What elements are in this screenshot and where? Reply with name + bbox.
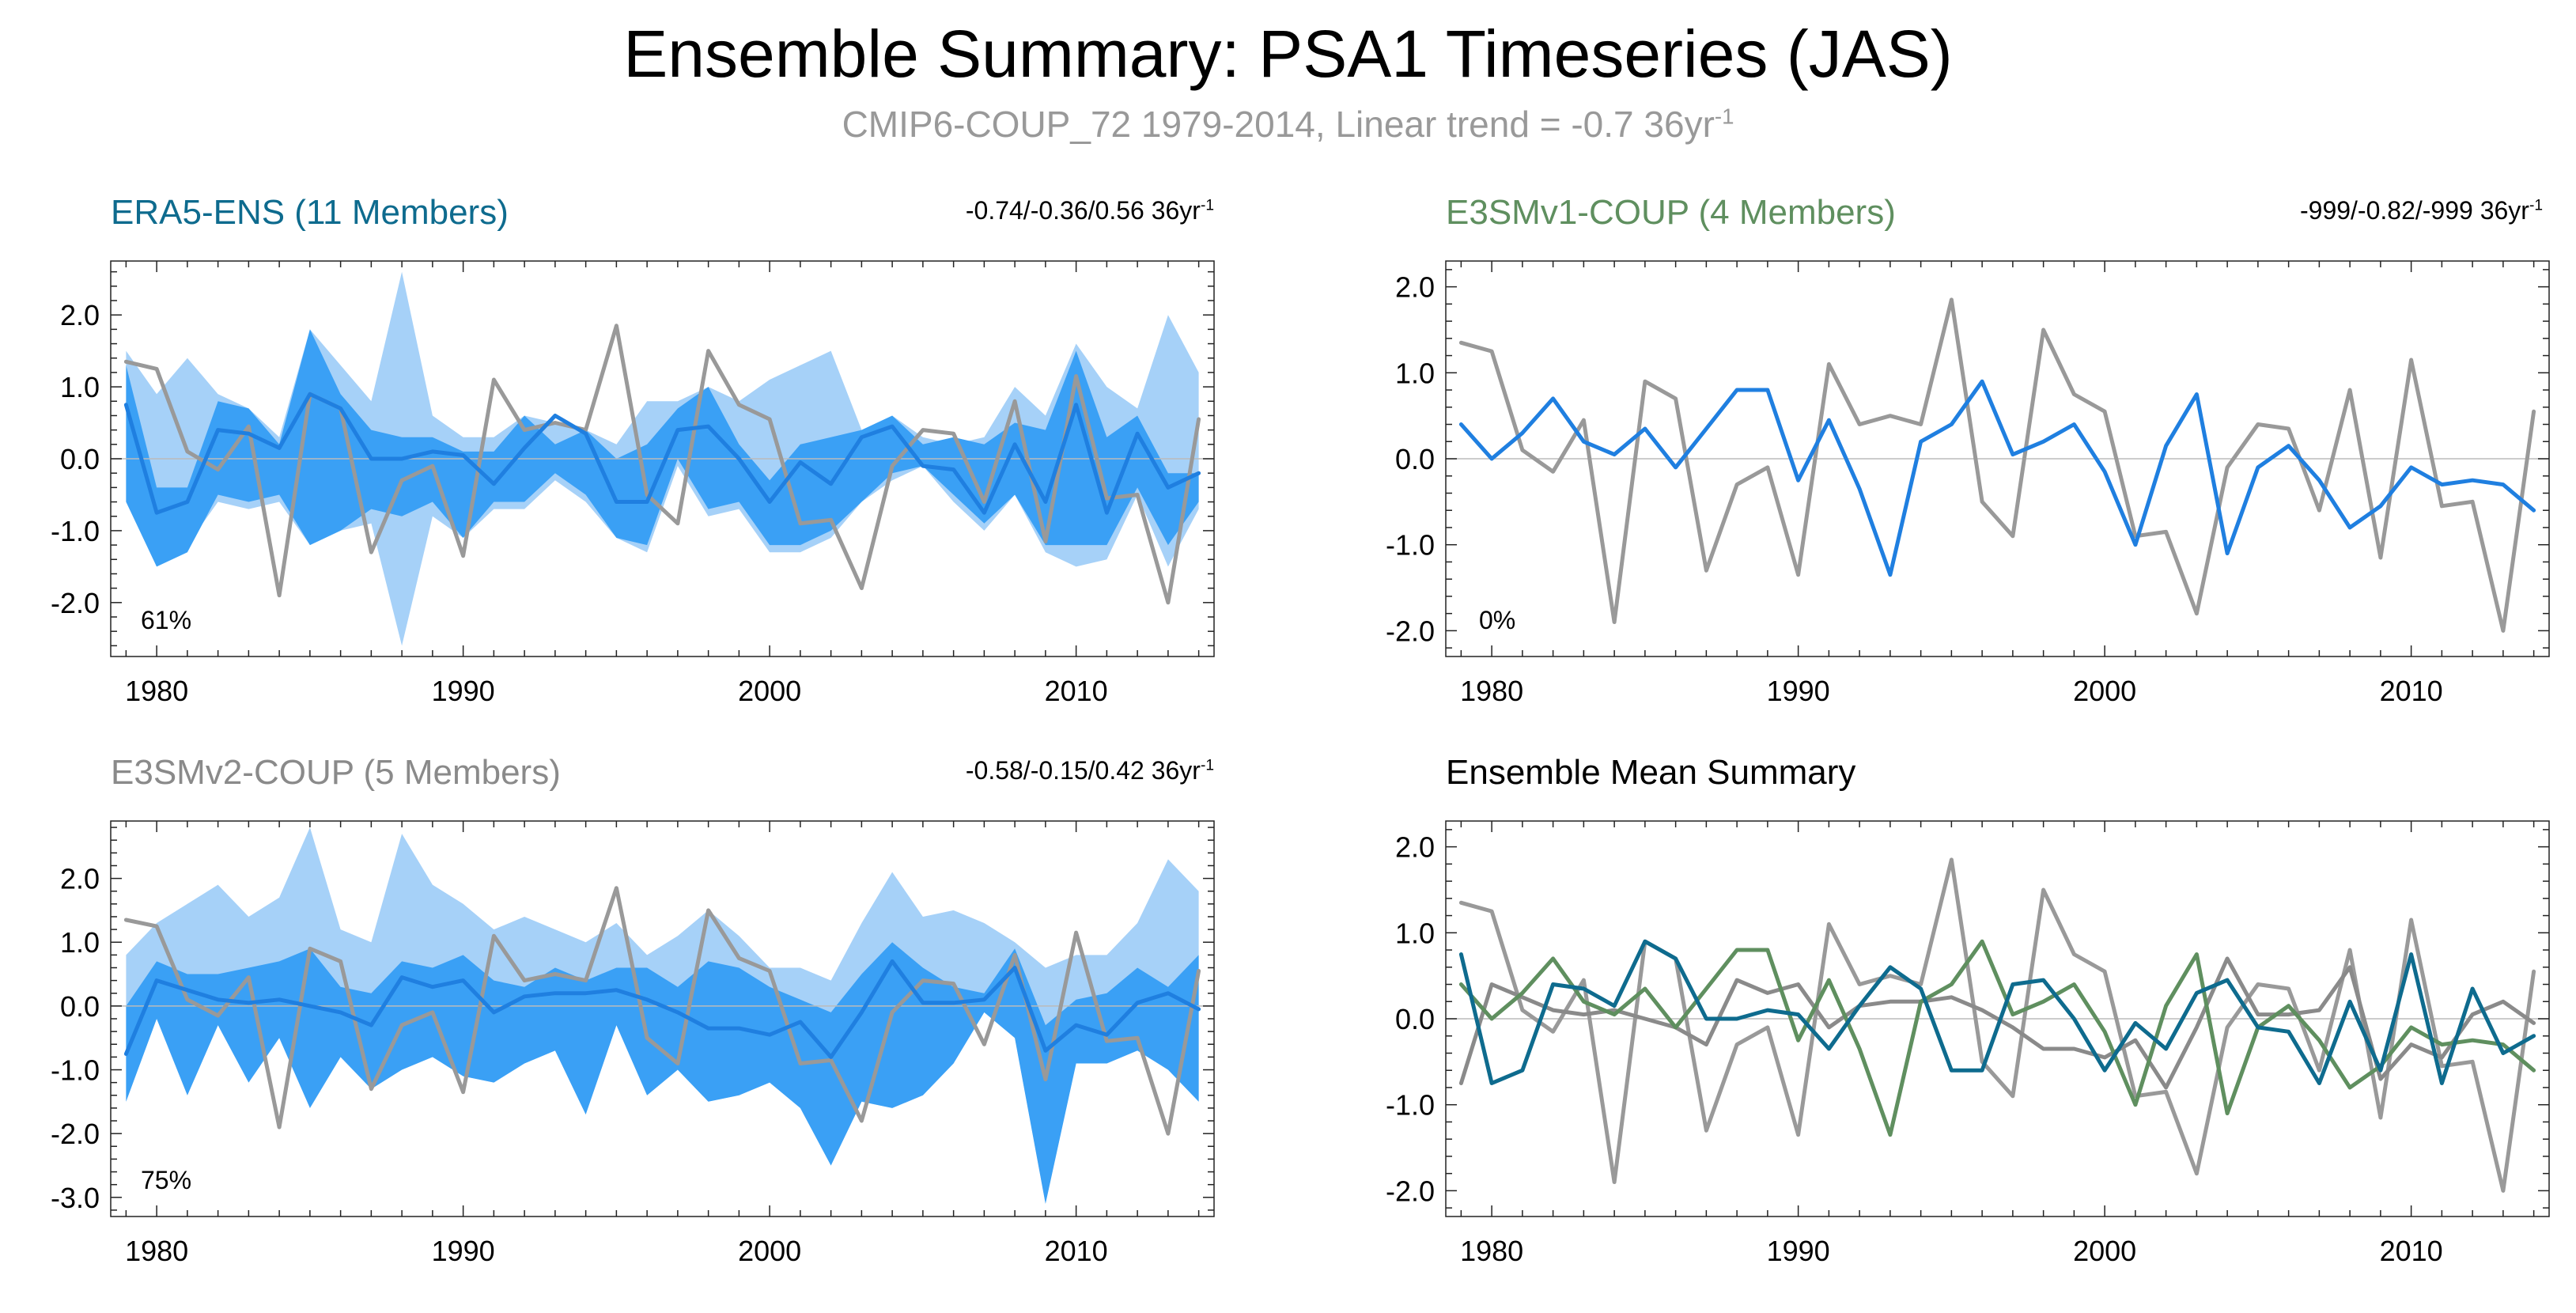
x-tick-label-e3smv2-0: 1980 (125, 1235, 188, 1267)
y-tick-label-e3smv2-4: 1.0 (60, 926, 100, 959)
trend-exponent-e3smv2: -1 (1200, 757, 1214, 774)
series-line-e3smv1-1 (1458, 379, 2536, 577)
y-tick-label-e3smv1-0: -2.0 (1386, 615, 1435, 647)
percent-label-e3smv2: 75% (141, 1166, 192, 1194)
figure-subtitle-text: CMIP6-COUP_72 1979-2014, Linear trend = … (842, 104, 1715, 145)
y-tick-label-mean-summary-1: -1.0 (1386, 1089, 1435, 1122)
x-tick-label-e3smv1-2: 2000 (2073, 675, 2136, 707)
trend-text-e3smv2: -0.58/-0.15/0.42 36yr-1 (854, 756, 1214, 785)
x-tick-label-mean-summary-3: 2010 (2380, 1235, 2443, 1267)
x-tick-label-e3smv2-2: 2000 (738, 1235, 801, 1267)
series-line-e3smv1-0 (1458, 297, 2536, 633)
panel-title-mean-summary: Ensemble Mean Summary (1446, 753, 1856, 792)
x-tick-label-mean-summary-2: 2000 (2073, 1235, 2136, 1267)
series-line-mean-summary-3 (1458, 939, 2536, 1085)
y-tick-label-mean-summary-2: 0.0 (1395, 1003, 1435, 1035)
x-tick-label-era5-3: 2010 (1045, 675, 1108, 707)
y-tick-label-e3smv1-2: 0.0 (1395, 443, 1435, 475)
y-tick-label-era5-3: 1.0 (60, 371, 100, 403)
percent-label-e3smv1: 0% (1479, 606, 1516, 634)
panel-title-e3smv1: E3SMv1-COUP (4 Members) (1446, 193, 1896, 232)
band-era5-1 (126, 329, 1199, 567)
y-tick-label-era5-0: -2.0 (51, 587, 100, 619)
panel-title-era5: ERA5-ENS (11 Members) (111, 193, 509, 232)
y-tick-label-mean-summary-0: -2.0 (1386, 1175, 1435, 1207)
y-tick-label-e3smv1-3: 1.0 (1395, 357, 1435, 389)
x-tick-label-e3smv2-3: 2010 (1045, 1235, 1108, 1267)
trend-exponent-e3smv1: -1 (2529, 197, 2543, 214)
y-tick-label-era5-4: 2.0 (60, 299, 100, 331)
series-line-era5-0 (123, 324, 1201, 605)
x-tick-label-mean-summary-1: 1990 (1767, 1235, 1830, 1267)
trend-value-era5: -0.74/-0.36/0.56 36yr (965, 196, 1201, 225)
trend-value-e3smv1: -999/-0.82/-999 36yr (2299, 196, 2529, 225)
y-tick-label-e3smv1-1: -1.0 (1386, 529, 1435, 562)
y-tick-label-e3smv2-2: -1.0 (51, 1054, 100, 1087)
y-tick-label-e3smv2-5: 2.0 (60, 863, 100, 895)
trend-text-e3smv1: -999/-0.82/-999 36yr-1 (2183, 196, 2543, 225)
y-tick-label-era5-1: -1.0 (51, 515, 100, 547)
x-tick-label-era5-0: 1980 (125, 675, 188, 707)
figure-subtitle: CMIP6-COUP_72 1979-2014, Linear trend = … (0, 103, 2576, 146)
series-line-mean-summary-0 (1458, 857, 2536, 1193)
x-tick-label-era5-2: 2000 (738, 675, 801, 707)
y-tick-label-e3smv2-1: -2.0 (51, 1118, 100, 1150)
y-tick-label-e3smv2-0: -3.0 (51, 1182, 100, 1214)
percent-label-era5: 61% (141, 606, 192, 634)
figure-title: Ensemble Summary: PSA1 Timeseries (JAS) (623, 17, 1953, 91)
trend-text-era5: -0.74/-0.36/0.56 36yr-1 (854, 196, 1214, 225)
x-tick-label-e3smv1-0: 1980 (1460, 675, 1523, 707)
trend-exponent-era5: -1 (1200, 197, 1214, 214)
y-tick-label-mean-summary-3: 1.0 (1395, 917, 1435, 949)
y-tick-label-era5-2: 0.0 (60, 443, 100, 475)
figure-subtitle-exponent: -1 (1714, 104, 1734, 129)
series-line-e3smv2-0 (123, 886, 1201, 1136)
y-tick-label-e3smv2-3: 0.0 (60, 990, 100, 1023)
x-tick-label-e3smv1-3: 2010 (2380, 675, 2443, 707)
band-e3smv2-1 (126, 942, 1199, 1204)
x-tick-label-e3smv1-1: 1990 (1767, 675, 1830, 707)
series-line-era5-1 (123, 392, 1201, 515)
trend-value-e3smv2: -0.58/-0.15/0.42 36yr (965, 756, 1201, 785)
x-tick-label-mean-summary-0: 1980 (1460, 1235, 1523, 1267)
series-line-mean-summary-1 (1458, 956, 2536, 1090)
series-line-mean-summary-2 (1458, 939, 2536, 1137)
x-tick-label-era5-1: 1990 (432, 675, 495, 707)
series-line-e3smv2-1 (123, 959, 1201, 1059)
y-tick-label-e3smv1-4: 2.0 (1395, 271, 1435, 304)
y-tick-label-mean-summary-4: 2.0 (1395, 831, 1435, 864)
panel-title-e3smv2: E3SMv2-COUP (5 Members) (111, 753, 561, 792)
x-tick-label-e3smv2-1: 1990 (432, 1235, 495, 1267)
